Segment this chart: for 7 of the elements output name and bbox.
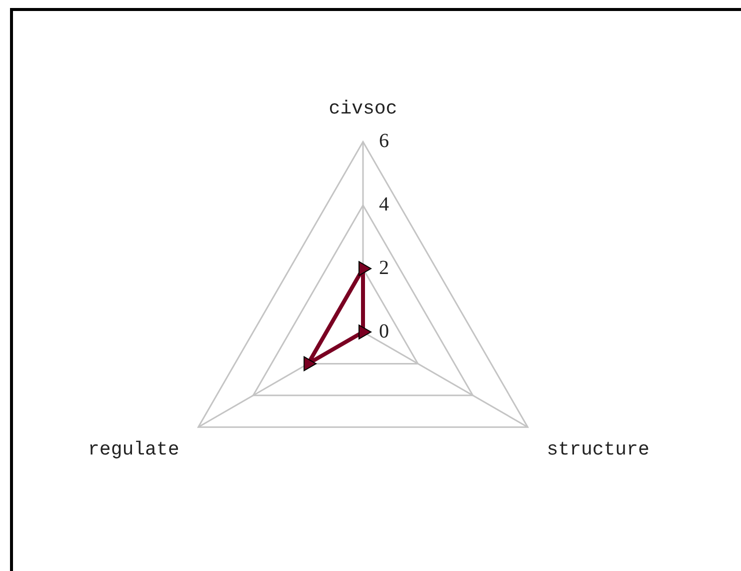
spoke-label: structure <box>546 438 650 461</box>
y-tick-label: 2 <box>379 256 389 279</box>
y-tick-label: 0 <box>379 320 389 342</box>
y-tick-label: 4 <box>379 193 389 216</box>
y-tick-label: 6 <box>379 130 389 152</box>
spoke-label: civsoc <box>328 97 398 120</box>
spoke-label: regulate <box>88 438 180 461</box>
